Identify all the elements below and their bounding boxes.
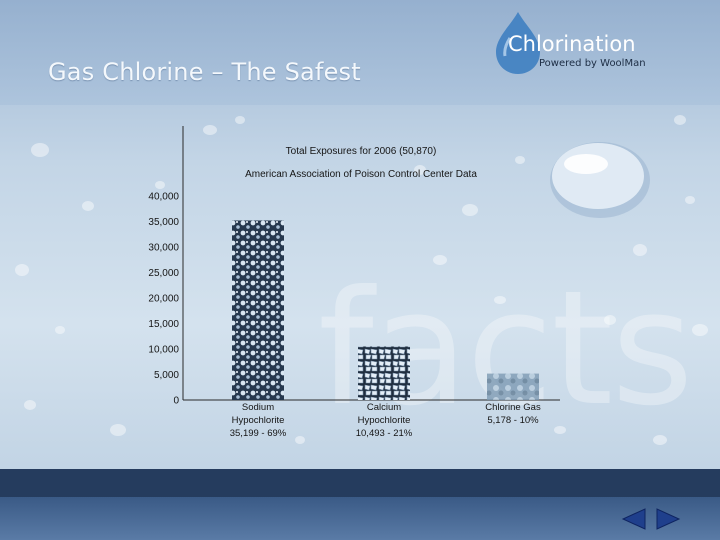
x-tick-label: Calcium [367, 402, 401, 413]
footer-bottom [0, 497, 720, 540]
x-tick-label: 35,199 - 69% [230, 428, 287, 439]
y-tick-label: 0 [173, 396, 179, 407]
y-tick-label: 10,000 [148, 345, 179, 356]
bar [232, 220, 284, 400]
header-band [0, 0, 720, 105]
logo-tagline: Powered by WoolMan [539, 58, 646, 69]
y-tick-label: 20,000 [148, 294, 179, 305]
triangle-left-icon[interactable] [621, 507, 647, 531]
bars-group [232, 220, 539, 400]
triangle-right-icon[interactable] [655, 507, 681, 531]
large-water-drop [550, 142, 650, 218]
x-tick-label: Hypochlorite [232, 415, 285, 426]
y-tick-label: 15,000 [148, 319, 179, 330]
chart-subtitle: American Association of Poison Control C… [245, 169, 477, 180]
water-drop-icon [496, 12, 540, 74]
x-tick-label: Chlorine Gas [485, 402, 541, 413]
chart-title: Total Exposures for 2006 (50,870) [286, 146, 437, 157]
x-axis-labels: Sodium Hypochlorite 35,199 - 69% Calcium Hyp… [230, 402, 541, 439]
y-tick-label: 25,000 [148, 268, 179, 279]
logo-name: Chlorination [508, 32, 636, 56]
footer-bar [0, 469, 720, 497]
y-tick-label: 40,000 [148, 192, 179, 203]
x-tick-label: 10,493 - 21% [356, 428, 413, 439]
y-tick-label: 5,000 [154, 370, 179, 381]
y-axis-ticks: 0 5,000 10,000 15,000 20,000 25,000 30,000 35,0… [148, 192, 179, 407]
bar [358, 346, 410, 400]
y-tick-label: 35,000 [148, 217, 179, 228]
x-tick-label: Hypochlorite [358, 415, 411, 426]
y-tick-label: 30,000 [148, 243, 179, 254]
x-tick-label: Sodium [242, 402, 274, 413]
slide-title: Gas Chlorine – The Safest [48, 58, 361, 86]
bar [487, 373, 539, 400]
x-tick-label: 5,178 - 10% [487, 415, 539, 426]
